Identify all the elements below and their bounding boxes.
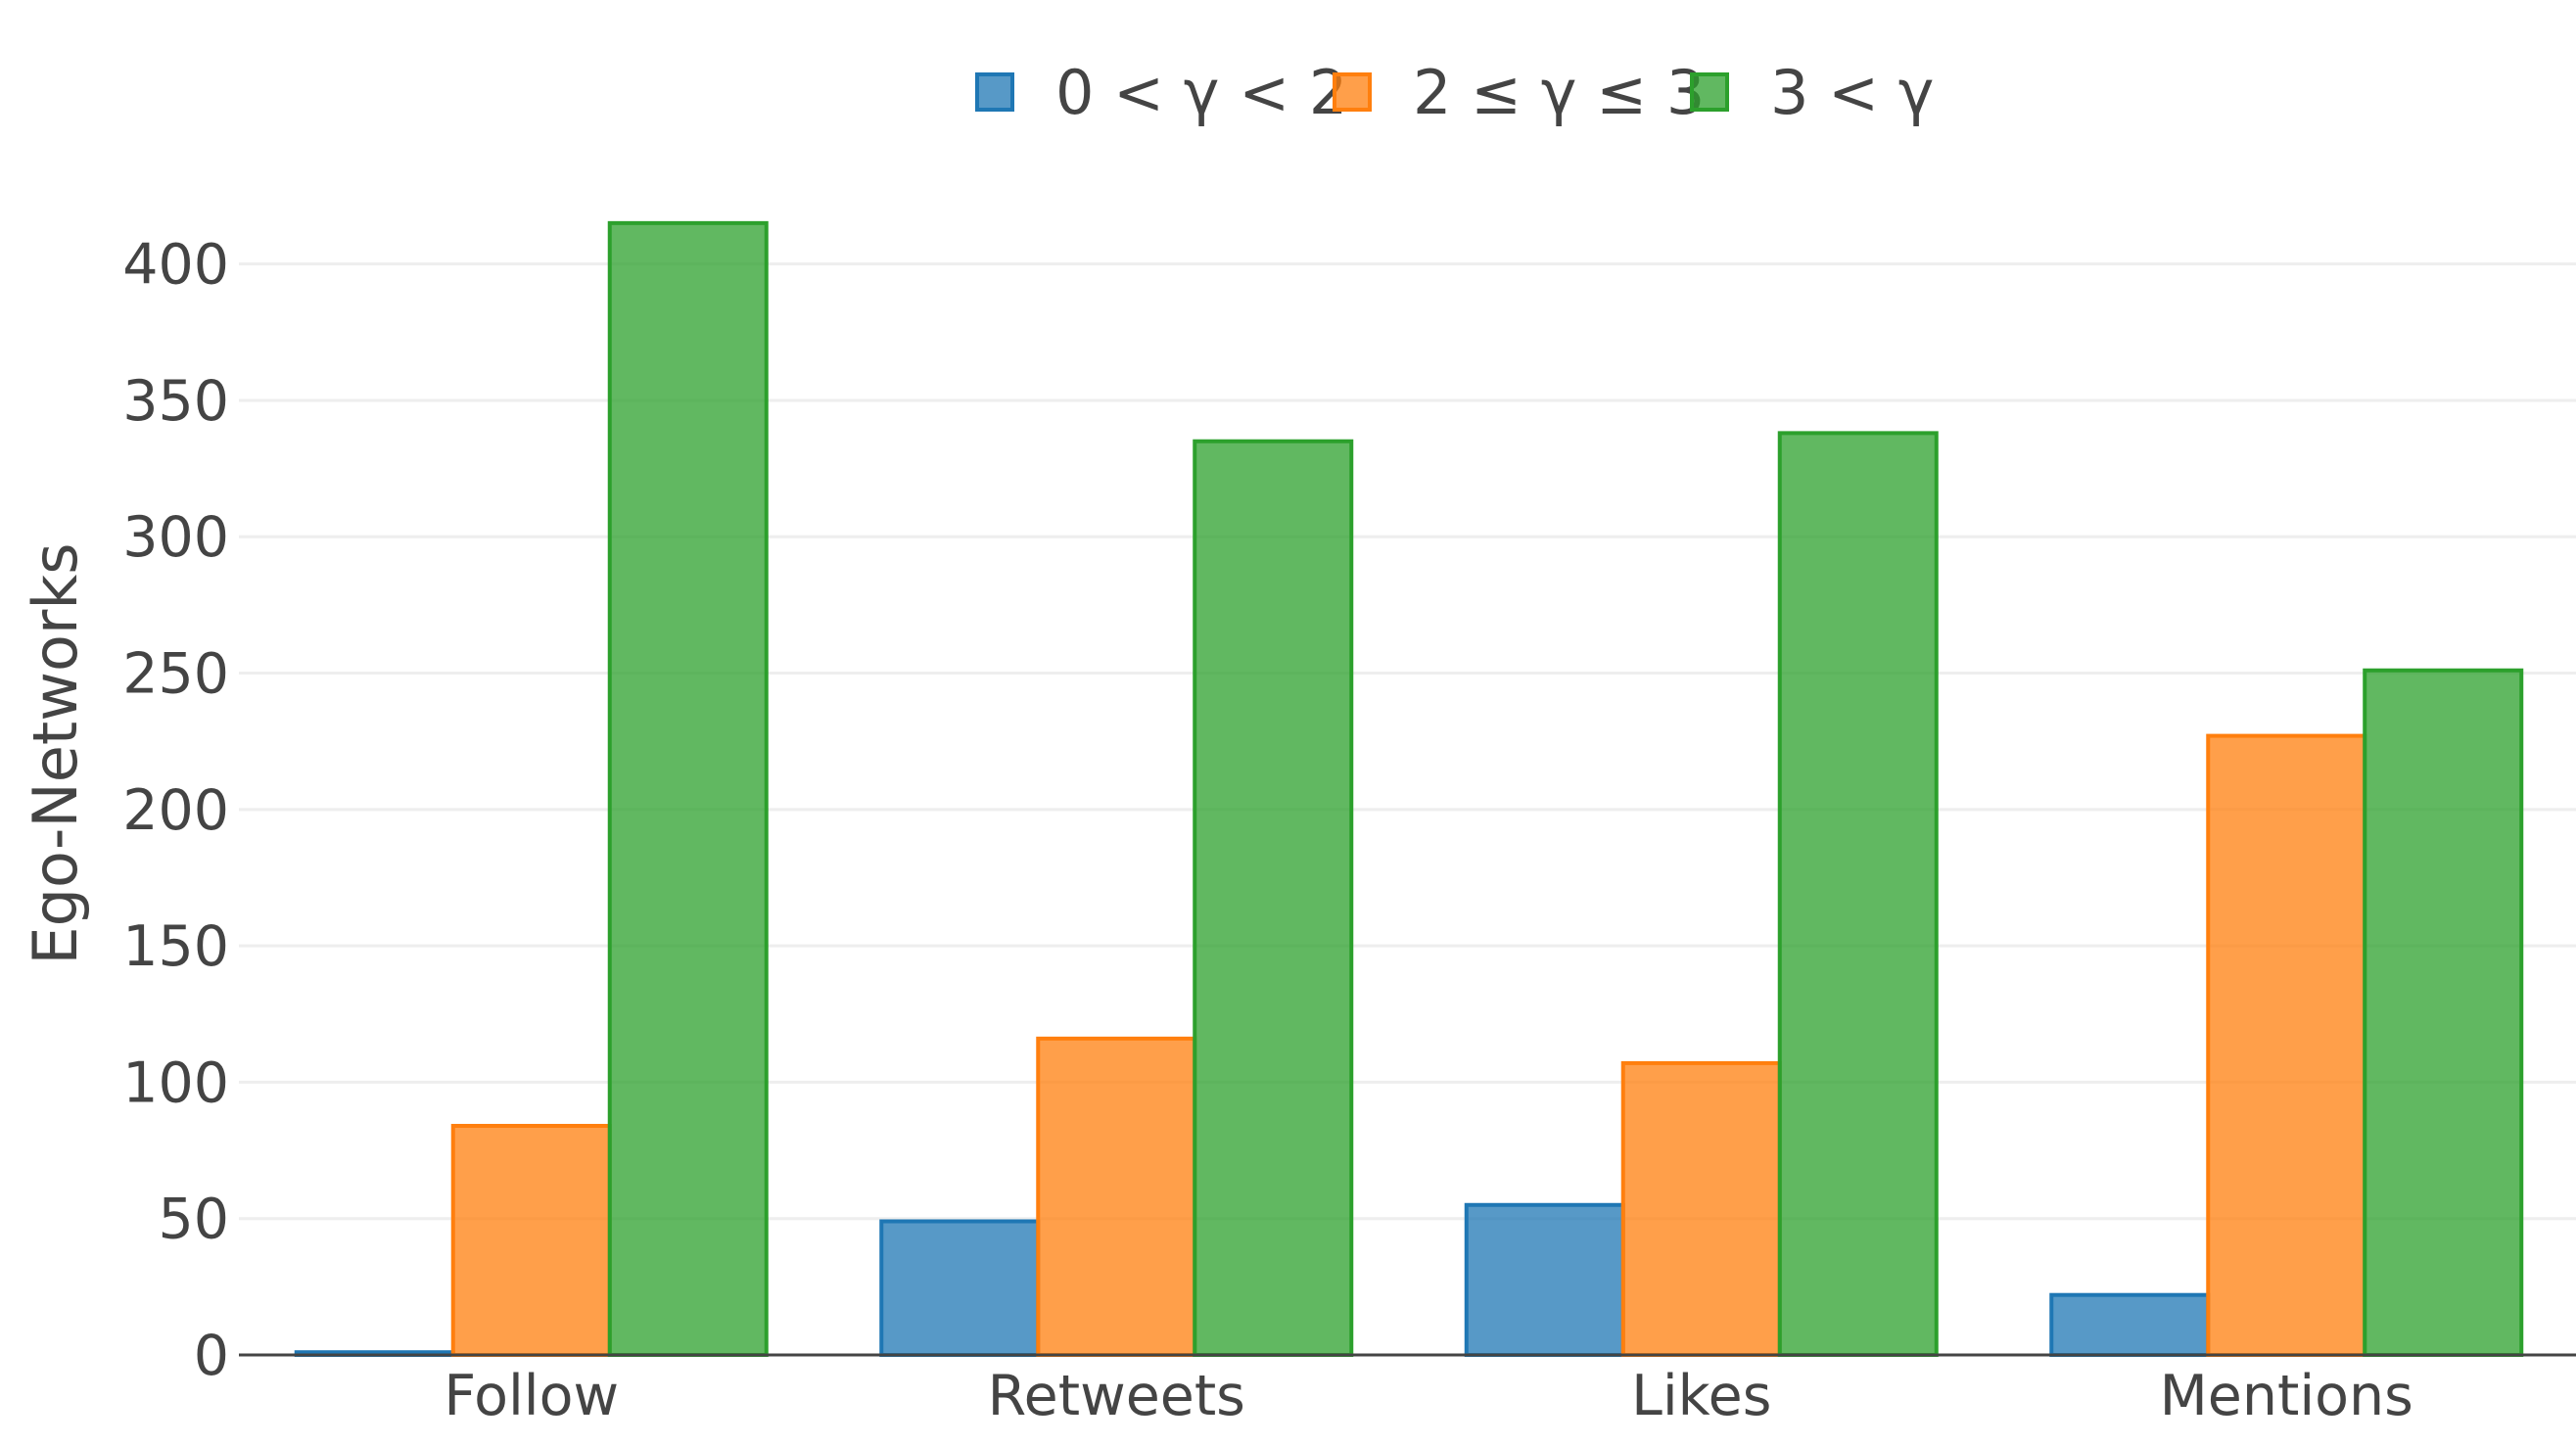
bar-likes-series-2 xyxy=(1620,1060,1782,1358)
bar-mentions-series-1 xyxy=(2049,1292,2211,1357)
bar-retweets-series-2 xyxy=(1036,1036,1197,1357)
bar-mentions-series-2 xyxy=(2206,733,2367,1357)
legend-swatch xyxy=(1333,72,1372,112)
bar-likes-series-3 xyxy=(1777,431,1939,1357)
x-tick-label: Likes xyxy=(1631,1364,1771,1428)
bar-retweets-series-1 xyxy=(879,1219,1041,1358)
y-tick-label: 350 xyxy=(122,369,229,434)
x-tick-label: Mentions xyxy=(2160,1364,2413,1428)
legend-swatch xyxy=(975,72,1014,112)
legend-label: 3 < γ xyxy=(1770,57,1935,128)
legend: 0 < γ < 2 2 ≤ γ ≤ 3 3 < γ xyxy=(975,57,1935,128)
y-tick-label: 200 xyxy=(122,778,229,843)
y-tick-labels: 0 50 100 150 200 250 300 350 400 xyxy=(122,233,229,1388)
bar-retweets-series-3 xyxy=(1193,439,1354,1357)
bar-follow-series-2 xyxy=(450,1123,612,1357)
bar-follow-series-3 xyxy=(607,220,769,1358)
x-tick-labels: Follow Retweets Likes Mentions xyxy=(444,1364,2413,1428)
legend-label: 0 < γ < 2 xyxy=(1055,57,1347,128)
y-tick-label: 300 xyxy=(122,505,229,570)
y-tick-label: 0 xyxy=(194,1324,229,1388)
bars xyxy=(294,220,2524,1358)
bar-likes-series-1 xyxy=(1464,1202,1625,1358)
legend-label: 2 ≤ γ ≤ 3 xyxy=(1413,57,1705,128)
y-tick-label: 100 xyxy=(122,1050,229,1115)
y-tick-label: 50 xyxy=(158,1188,229,1252)
y-tick-label: 400 xyxy=(122,233,229,298)
bar-mentions-series-3 xyxy=(2363,668,2524,1357)
y-tick-label: 250 xyxy=(122,642,229,707)
legend-swatch xyxy=(1690,72,1729,112)
y-axis-title: Ego-Networks xyxy=(20,542,91,964)
x-tick-label: Retweets xyxy=(988,1364,1245,1428)
x-tick-label: Follow xyxy=(444,1364,619,1428)
y-tick-label: 150 xyxy=(122,914,229,979)
